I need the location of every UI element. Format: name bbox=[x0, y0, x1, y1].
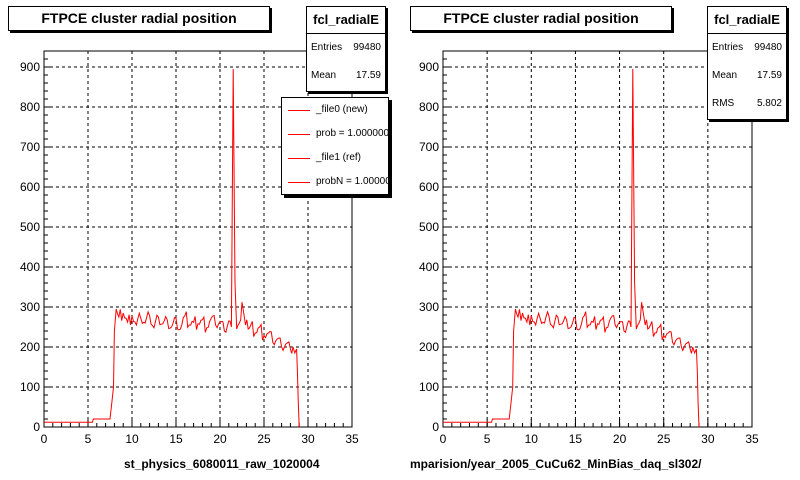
left-stats-mean-value: 17.59 bbox=[355, 70, 381, 81]
left-plot-title: FTPCE cluster radial position bbox=[8, 6, 270, 31]
legend-label: prob = 1.000000 bbox=[316, 128, 389, 139]
right-stats-mean-label: Mean bbox=[712, 70, 738, 81]
legend-entry-file0: _file0 (new) bbox=[282, 98, 388, 122]
legend-label: probN = 1.000000 bbox=[316, 176, 389, 187]
left-x-tick-label: 20 bbox=[213, 432, 227, 446]
left-legend: _file0 (new) prob = 1.000000 _file1 (ref… bbox=[281, 97, 389, 195]
left-y-tick-label: 900 bbox=[20, 60, 40, 74]
right-stats-row-mean: Mean 17.59 bbox=[708, 62, 786, 90]
legend-label: _file1 (ref) bbox=[316, 152, 362, 163]
right-x-tick-label: 10 bbox=[525, 432, 539, 446]
right-stats-entries-label: Entries bbox=[712, 42, 744, 53]
legend-swatch bbox=[288, 110, 310, 111]
right-y-tick-label: 400 bbox=[419, 260, 439, 274]
right-stats-box: fcl_radialE Entries 99480 Mean 17.59 RMS… bbox=[707, 6, 787, 120]
legend-entry-probN: probN = 1.000000 bbox=[282, 170, 388, 194]
left-y-tick-label: 400 bbox=[20, 260, 40, 274]
left-y-tick-label: 600 bbox=[20, 180, 40, 194]
left-stats-row-entries: Entries 99480 bbox=[307, 34, 385, 62]
right-x-tick-label: 35 bbox=[745, 432, 759, 446]
legend-entry-prob: prob = 1.000000 bbox=[282, 122, 388, 146]
right-plot-title-text: FTPCE cluster radial position bbox=[443, 10, 639, 26]
left-y-tick-label: 700 bbox=[20, 140, 40, 154]
right-stats-name: fcl_radialE bbox=[708, 7, 786, 34]
right-y-tick-label: 700 bbox=[419, 140, 439, 154]
left-stats-row-mean: Mean 17.59 bbox=[307, 62, 385, 90]
right-plot-frame bbox=[442, 50, 753, 428]
right-plot-title: FTPCE cluster radial position bbox=[410, 6, 672, 31]
left-y-tick-label: 200 bbox=[20, 340, 40, 354]
right-y-tick-label: 600 bbox=[419, 180, 439, 194]
right-stats-row-rms: RMS 5.802 bbox=[708, 90, 786, 118]
right-stats-rms-value: 5.802 bbox=[756, 98, 782, 109]
left-y-tick-label: 0 bbox=[33, 420, 40, 434]
right-stats-entries-value: 99480 bbox=[754, 42, 782, 53]
left-x-tick-label: 0 bbox=[41, 432, 48, 446]
left-series-line-0 bbox=[44, 68, 300, 428]
left-x-tick-label: 15 bbox=[169, 432, 183, 446]
legend-label: _file0 (new) bbox=[316, 104, 368, 115]
right-x-tick-label: 30 bbox=[701, 432, 715, 446]
left-stats-name: fcl_radialE bbox=[307, 7, 385, 34]
left-x-tick-label: 5 bbox=[85, 432, 92, 446]
right-x-tick-label: 15 bbox=[569, 432, 583, 446]
right-x-tick-label: 25 bbox=[657, 432, 671, 446]
right-y-tick-label: 300 bbox=[419, 300, 439, 314]
left-x-tick-label: 35 bbox=[345, 432, 359, 446]
right-y-tick-label: 200 bbox=[419, 340, 439, 354]
left-file-label: st_physics_6080011_raw_1020004 bbox=[124, 457, 320, 471]
legend-swatch bbox=[288, 158, 310, 159]
left-stats-box: fcl_radialE Entries 99480 Mean 17.59 bbox=[306, 6, 386, 92]
right-y-tick-label: 500 bbox=[419, 220, 439, 234]
right-file-label: mparision/year_2005_CuCu62_MinBias_daq_s… bbox=[410, 457, 702, 471]
right-y-tick-label: 0 bbox=[432, 420, 439, 434]
left-stats-mean-label: Mean bbox=[311, 70, 337, 81]
right-stats-mean-value: 17.59 bbox=[756, 70, 782, 81]
right-x-tick-label: 5 bbox=[484, 432, 491, 446]
right-stats-rms-label: RMS bbox=[712, 98, 735, 109]
left-plot-title-text: FTPCE cluster radial position bbox=[41, 10, 237, 26]
right-series-line-0 bbox=[443, 68, 700, 428]
right-stats-row-entries: Entries 99480 bbox=[708, 34, 786, 62]
right-y-tick-label: 100 bbox=[419, 380, 439, 394]
legend-swatch bbox=[288, 182, 310, 183]
left-y-tick-label: 300 bbox=[20, 300, 40, 314]
right-y-tick-label: 900 bbox=[419, 60, 439, 74]
right-y-tick-label: 800 bbox=[419, 100, 439, 114]
legend-swatch bbox=[288, 134, 310, 135]
right-x-tick-label: 20 bbox=[613, 432, 627, 446]
left-stats-entries-value: 99480 bbox=[353, 42, 381, 53]
legend-entry-file1: _file1 (ref) bbox=[282, 146, 388, 170]
left-x-tick-label: 10 bbox=[125, 432, 139, 446]
left-x-tick-label: 30 bbox=[301, 432, 315, 446]
left-y-tick-label: 800 bbox=[20, 100, 40, 114]
left-stats-entries-label: Entries bbox=[311, 42, 343, 53]
right-x-tick-label: 0 bbox=[440, 432, 447, 446]
left-y-tick-label: 100 bbox=[20, 380, 40, 394]
left-x-tick-label: 25 bbox=[257, 432, 271, 446]
left-y-tick-label: 500 bbox=[20, 220, 40, 234]
